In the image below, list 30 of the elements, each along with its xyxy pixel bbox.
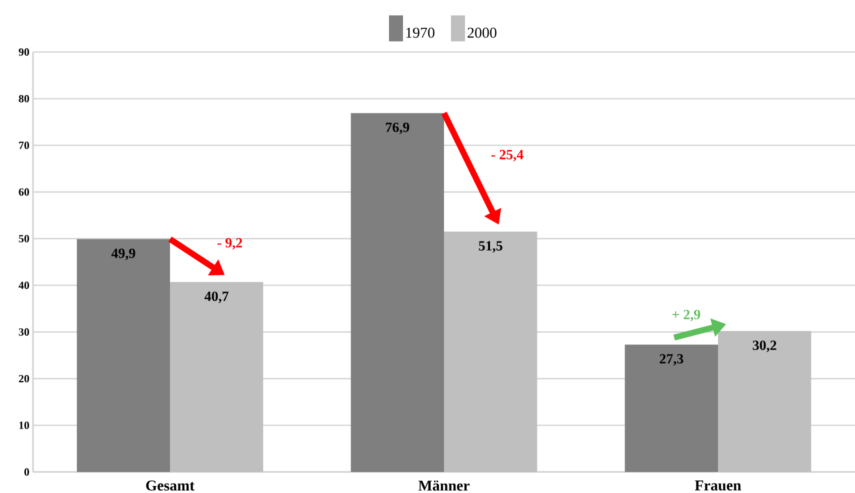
data-label: 40,7: [204, 292, 228, 304]
annotation: + 2,9: [672, 310, 700, 322]
y-tick-label: 90: [18, 48, 30, 56]
data-label: 51,5: [478, 241, 502, 253]
y-tick-label: 0: [24, 468, 30, 476]
bar: [76, 239, 170, 472]
bar: [170, 282, 264, 472]
legend-label: 2000: [468, 28, 496, 38]
y-tick-label: 20: [18, 374, 30, 382]
bar: [624, 344, 718, 472]
x-tick-label: Männer: [418, 480, 470, 491]
y-tick-label: 70: [19, 142, 30, 150]
data-label: 76,9: [386, 122, 410, 134]
data-label: 27,3: [660, 354, 684, 366]
data-label: 49,9: [111, 248, 136, 260]
x-tick-label: Gesamt: [146, 480, 195, 491]
y-tick-label: 50: [18, 234, 30, 242]
x-tick-label: Frauen: [694, 480, 742, 491]
bar: [350, 113, 444, 472]
y-tick-label: 30: [18, 328, 30, 336]
annotation: - 25,4: [491, 150, 524, 162]
bar: [718, 331, 812, 472]
y-tick-label: 60: [18, 188, 30, 196]
y-tick-label: 40: [18, 282, 30, 290]
y-tick-label: 10: [19, 422, 30, 430]
data-label: 30,2: [752, 340, 776, 352]
annotation: - 9,2: [217, 238, 242, 250]
y-tick-label: 80: [18, 94, 30, 102]
bar: [444, 232, 538, 472]
legend-label: 1970: [406, 28, 434, 38]
